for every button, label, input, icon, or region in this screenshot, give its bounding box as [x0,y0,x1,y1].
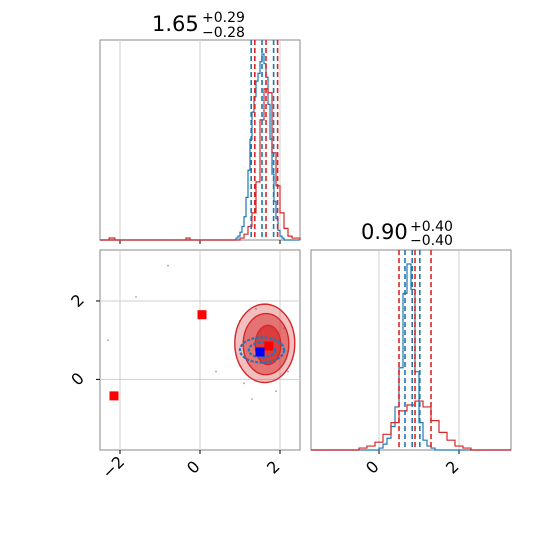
blue-marker-3 [255,347,265,357]
hist-param1-red-outlier-0 [108,237,116,240]
faint-sample-5 [135,296,137,298]
param1-title-plus: +0.29 [202,10,245,26]
faint-sample-2 [255,307,257,310]
hist-param1-quantile-lines [250,40,279,240]
panel-hist-param1 [99,39,301,244]
faint-sample-0 [251,398,253,400]
param2-title: 0.90 [361,220,408,244]
param1-title-value: 1.65 [152,12,199,36]
param2-title-value: 0.90 [361,220,408,244]
hist-param2-x-tick-label-0: 0 [362,457,383,478]
hist-param2-quantile-lines [398,250,432,450]
density-x-tick-label-0: −2 [98,452,128,482]
blue-contour-0 [238,336,286,364]
panel-hist-param2-grid [378,250,460,454]
panel-density-2d: −2 0 2 02 [67,249,301,482]
param1-title: 1.65 [152,12,199,36]
density-x-tick-label-1: 0 [183,457,204,478]
density-y-tick-label-0: 0 [67,369,88,390]
faint-sample-11 [243,382,245,385]
density-y-tick-labels: 02 [67,290,88,389]
faint-sample-1 [275,390,277,393]
density-x-tick-labels: −2 0 2 [98,452,283,482]
hist-param2-x-tick-label-1: 2 [442,457,463,478]
faint-sample-9 [167,264,169,267]
faint-sample-8 [215,370,217,373]
density-markers [109,310,274,401]
blue-contour-1 [247,341,277,359]
param2-title-minus: −0.40 [410,233,453,249]
red-marker-1 [109,391,119,401]
density-x-tick-label-2: 2 [263,457,284,478]
param1-title-minus: −0.28 [202,25,245,41]
hist-param1-red-series [100,88,301,241]
density-blue-contours [238,336,286,364]
density-y-tick-label-1: 2 [67,290,88,311]
red-marker-0 [197,310,207,320]
param2-title-plus: +0.40 [410,219,453,235]
hist-param1-red-outlier-1 [185,237,191,240]
faint-sample-6 [107,339,109,342]
red-marker-2 [264,341,274,351]
hist-param2-blue-series [311,263,511,451]
faint-sample-4 [287,370,289,373]
